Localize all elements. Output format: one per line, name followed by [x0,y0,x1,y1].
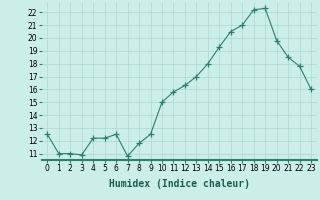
X-axis label: Humidex (Indice chaleur): Humidex (Indice chaleur) [109,179,250,189]
